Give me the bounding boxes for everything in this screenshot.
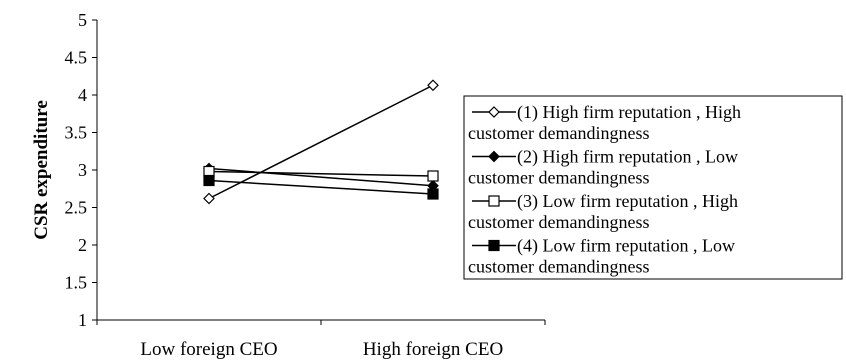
y-tick-label: 3 [78, 160, 87, 180]
plot-area: 1 1.5 2 2.5 3 3.5 4 4.5 5 Low foreign CEO High fo… [65, 10, 546, 360]
legend-label-3-line2: customer demandingness [468, 212, 649, 232]
legend-marker-4 [488, 239, 500, 252]
y-tick-label: 2.5 [65, 198, 88, 218]
y-tick-label: 3.5 [65, 123, 88, 143]
x-category-label: Low foreign CEO [140, 339, 277, 360]
series-1-point [203, 192, 215, 205]
legend-marker-3 [488, 195, 500, 207]
series-line-1 [208, 84, 434, 200]
series-1-point [427, 79, 439, 92]
y-tick-label: 2 [78, 235, 87, 255]
y-tick-label: 4 [78, 85, 87, 105]
x-category-label: High foreign CEO [363, 339, 503, 360]
legend-box [463, 95, 843, 280]
series-layer [203, 79, 439, 205]
legend-label-1-line2: customer demandingness [468, 123, 649, 143]
legend-marker-1 [488, 106, 500, 118]
legend: (1) High firm reputation , Highcustomer … [463, 95, 843, 280]
series-line-2 [208, 167, 434, 187]
legend-marker-2 [488, 150, 500, 163]
series-line-4 [208, 179, 434, 195]
y-tick-label: 5 [78, 10, 87, 30]
legend-label-2-line1: (2) High firm reputation , Low [517, 147, 738, 168]
y-tick-label: 4.5 [65, 48, 88, 68]
legend-label-4-line1: (4) Low firm reputation , Low [517, 236, 735, 257]
x-axis-ticks: Low foreign CEO High foreign CEO [96, 320, 546, 360]
series-line-3 [208, 170, 434, 177]
y-axis-title: CSR expenditure [31, 100, 52, 240]
series-4-point [427, 188, 439, 200]
legend-label-1-line1: (1) High firm reputation , High [517, 102, 741, 123]
legend-items: (1) High firm reputation , Highcustomer … [468, 102, 741, 277]
legend-label-3-line1: (3) Low firm reputation , High [517, 191, 738, 212]
legend-label-4-line2: customer demandingness [468, 257, 649, 277]
series-4-point [203, 174, 215, 187]
y-tick-label: 1.5 [65, 273, 88, 293]
legend-label-2-line2: customer demandingness [468, 168, 649, 188]
y-tick-label: 1 [78, 310, 87, 330]
y-axis-ticks: 1 1.5 2 2.5 3 3.5 4 4.5 5 [65, 10, 97, 330]
series-3-point [427, 170, 439, 182]
